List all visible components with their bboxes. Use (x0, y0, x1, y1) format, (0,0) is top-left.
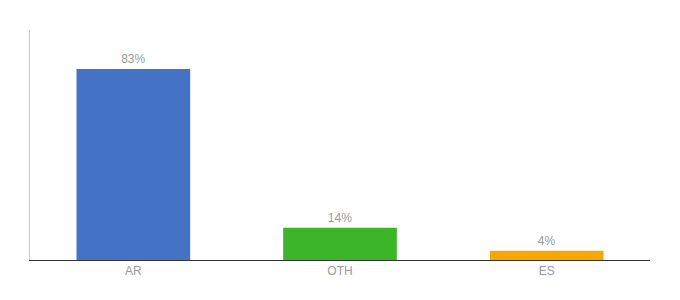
svg-text:4%: 4% (538, 234, 556, 248)
svg-text:OTH: OTH (327, 264, 352, 278)
svg-text:AR: AR (125, 264, 142, 278)
svg-text:14%: 14% (328, 211, 352, 225)
svg-text:83%: 83% (121, 52, 145, 66)
svg-text:ES: ES (539, 264, 555, 278)
